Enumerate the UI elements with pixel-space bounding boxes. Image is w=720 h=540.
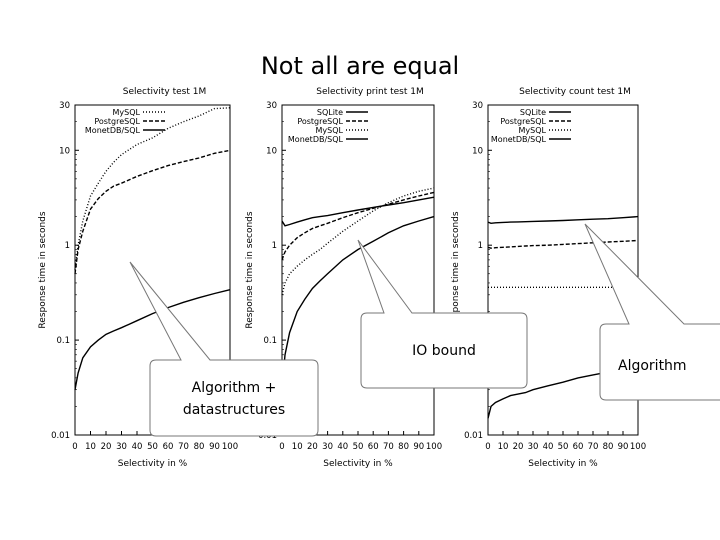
x-tick-label: 80 bbox=[603, 442, 614, 452]
x-tick-label: 10 bbox=[292, 442, 303, 452]
series-line-sqlite bbox=[487, 215, 639, 225]
callout-algorithm-datastructures: Algorithm + datastructures bbox=[150, 377, 318, 421]
x-tick-label: 80 bbox=[194, 442, 205, 452]
series-line-postgresql bbox=[281, 191, 435, 261]
x-tick-label: 20 bbox=[513, 442, 524, 452]
legend-label: PostgreSQL bbox=[500, 117, 546, 126]
y-tick-label: 10 bbox=[266, 146, 277, 156]
y-tick-label: 0.1 bbox=[263, 336, 277, 346]
x-tick-label: 30 bbox=[528, 442, 539, 452]
x-tick-label: 70 bbox=[588, 442, 599, 452]
legend-label: PostgreSQL bbox=[94, 117, 140, 126]
legend-label: MonetDB/SQL bbox=[288, 135, 344, 144]
x-tick-label: 0 bbox=[72, 442, 77, 452]
y-tick-label: 10 bbox=[59, 146, 70, 156]
series-line-postgresql bbox=[74, 149, 231, 274]
legend-label: MonetDB/SQL bbox=[491, 135, 547, 144]
chart-title: Selectivity test 1M bbox=[123, 87, 206, 97]
chart-title: Selectivity print test 1M bbox=[316, 87, 423, 97]
x-axis-label: Selectivity in % bbox=[528, 459, 598, 469]
legend-label: MySQL bbox=[519, 126, 547, 135]
y-tick-label: 1 bbox=[272, 241, 277, 251]
x-tick-label: 30 bbox=[116, 442, 127, 452]
x-tick-label: 100 bbox=[426, 442, 442, 452]
x-tick-label: 20 bbox=[101, 442, 112, 452]
x-tick-label: 60 bbox=[163, 442, 174, 452]
x-tick-label: 0 bbox=[485, 442, 490, 452]
x-tick-label: 20 bbox=[307, 442, 318, 452]
y-tick-label: 10 bbox=[472, 146, 483, 156]
x-tick-label: 10 bbox=[498, 442, 509, 452]
x-tick-label: 60 bbox=[573, 442, 584, 452]
y-tick-label: 30 bbox=[472, 101, 483, 111]
callout-io-bound: IO bound bbox=[361, 340, 527, 362]
y-tick-label: 1 bbox=[478, 241, 483, 251]
x-tick-label: 60 bbox=[368, 442, 379, 452]
x-tick-label: 50 bbox=[147, 442, 158, 452]
callout-text-line2: datastructures bbox=[182, 402, 286, 418]
x-tick-label: 70 bbox=[383, 442, 394, 452]
x-tick-label: 100 bbox=[630, 442, 646, 452]
x-axis-label: Selectivity in % bbox=[118, 459, 188, 469]
chart-title: Selectivity count test 1M bbox=[519, 87, 631, 97]
x-tick-label: 90 bbox=[413, 442, 424, 452]
legend-label: SQLite bbox=[520, 108, 546, 117]
y-axis-label: Response time in seconds bbox=[451, 211, 461, 328]
legend-label: MySQL bbox=[113, 108, 141, 117]
callout-shape-io-bound bbox=[357, 239, 528, 389]
callouts-layer bbox=[129, 223, 720, 437]
callout-text: IO bound bbox=[412, 343, 476, 359]
y-axis-label: Response time in seconds bbox=[38, 211, 48, 328]
legend-label: MySQL bbox=[316, 126, 344, 135]
x-tick-label: 90 bbox=[618, 442, 629, 452]
series-line-monetdb-sql bbox=[281, 215, 435, 390]
x-tick-label: 90 bbox=[209, 442, 220, 452]
x-tick-label: 40 bbox=[132, 442, 143, 452]
y-axis-label: Response time in seconds bbox=[245, 211, 255, 328]
callout-text: Algorithm bbox=[618, 358, 687, 374]
slide-title: Not all are equal bbox=[260, 52, 460, 80]
y-tick-label: 30 bbox=[266, 101, 277, 111]
callout-shape-algorithm bbox=[584, 223, 720, 401]
y-tick-label: 0.01 bbox=[464, 431, 483, 441]
x-tick-label: 40 bbox=[337, 442, 348, 452]
series-line-monetdb-sql bbox=[74, 289, 231, 390]
x-tick-label: 10 bbox=[85, 442, 96, 452]
y-tick-label: 0.1 bbox=[56, 336, 70, 346]
callout-text-line1: Algorithm + bbox=[191, 380, 277, 396]
series-line-postgresql bbox=[487, 239, 639, 249]
legend-label: MonetDB/SQL bbox=[85, 126, 141, 135]
x-tick-label: 50 bbox=[353, 442, 364, 452]
x-axis-label: Selectivity in % bbox=[323, 459, 393, 469]
y-tick-label: 30 bbox=[59, 101, 70, 111]
x-tick-label: 100 bbox=[222, 442, 238, 452]
legend-label: PostgreSQL bbox=[297, 117, 343, 126]
x-tick-label: 30 bbox=[322, 442, 333, 452]
y-tick-label: 0.01 bbox=[51, 431, 70, 441]
x-tick-label: 0 bbox=[279, 442, 284, 452]
x-tick-label: 70 bbox=[178, 442, 189, 452]
chart-selectivity-test: Selectivity test 1M 0.01 0.1 1 10 30 0 10 20 30 40… bbox=[38, 87, 238, 469]
y-tick-label: 1 bbox=[65, 241, 70, 251]
x-tick-label: 50 bbox=[558, 442, 569, 452]
series-line-sqlite bbox=[281, 196, 435, 227]
x-tick-label: 40 bbox=[543, 442, 554, 452]
x-tick-label: 80 bbox=[398, 442, 409, 452]
legend-label: SQLite bbox=[317, 108, 343, 117]
callout-shape-algorithm-datastructures bbox=[129, 261, 319, 437]
callout-algorithm: Algorithm bbox=[618, 355, 720, 377]
